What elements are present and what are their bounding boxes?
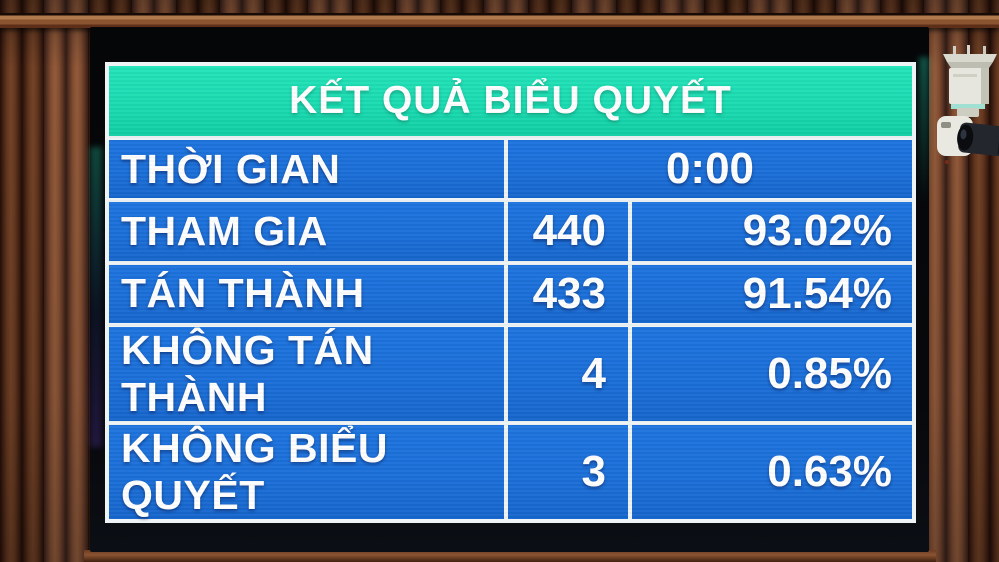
row-tan-thanh-label: TÁN THÀNH	[109, 264, 504, 323]
row-tan-thanh-percent: 91.54%	[632, 264, 912, 323]
board-title-text: KẾT QUẢ BIỂU QUYẾT	[289, 79, 732, 122]
row-thoi-gian-label: THỜI GIAN	[109, 140, 504, 199]
row-khong-tan-thanh-percent: 0.85%	[632, 326, 912, 421]
screen-glow-left	[90, 147, 102, 447]
row-tham-gia-percent: 93.02%	[632, 202, 912, 261]
voting-results-table: KẾT QUẢ BIỂU QUYẾT THỜI GIAN 0:00 THAM G…	[105, 62, 916, 523]
board-title: KẾT QUẢ BIỂU QUYẾT	[109, 66, 912, 136]
row-khong-bieu-quyet-count: 3	[508, 424, 628, 519]
row-khong-tan-thanh-label: KHÔNG TÁN THÀNH	[109, 326, 504, 421]
wood-top-rail	[0, 13, 999, 28]
row-tham-gia-label: THAM GIA	[109, 202, 504, 261]
screen-glow-right	[919, 57, 929, 207]
row-khong-bieu-quyet-label: KHÔNG BIỂU QUYẾT	[109, 424, 504, 519]
row-khong-bieu-quyet-percent: 0.63%	[632, 424, 912, 519]
wood-bottom-ledge	[84, 550, 936, 562]
security-camera-icon	[929, 44, 999, 166]
row-khong-tan-thanh-count: 4	[508, 326, 628, 421]
row-thoi-gian-value: 0:00	[508, 140, 912, 199]
row-tan-thanh-count: 433	[508, 264, 628, 323]
led-display: KẾT QUẢ BIỂU QUYẾT THỜI GIAN 0:00 THAM G…	[90, 27, 929, 552]
row-tham-gia-count: 440	[508, 202, 628, 261]
